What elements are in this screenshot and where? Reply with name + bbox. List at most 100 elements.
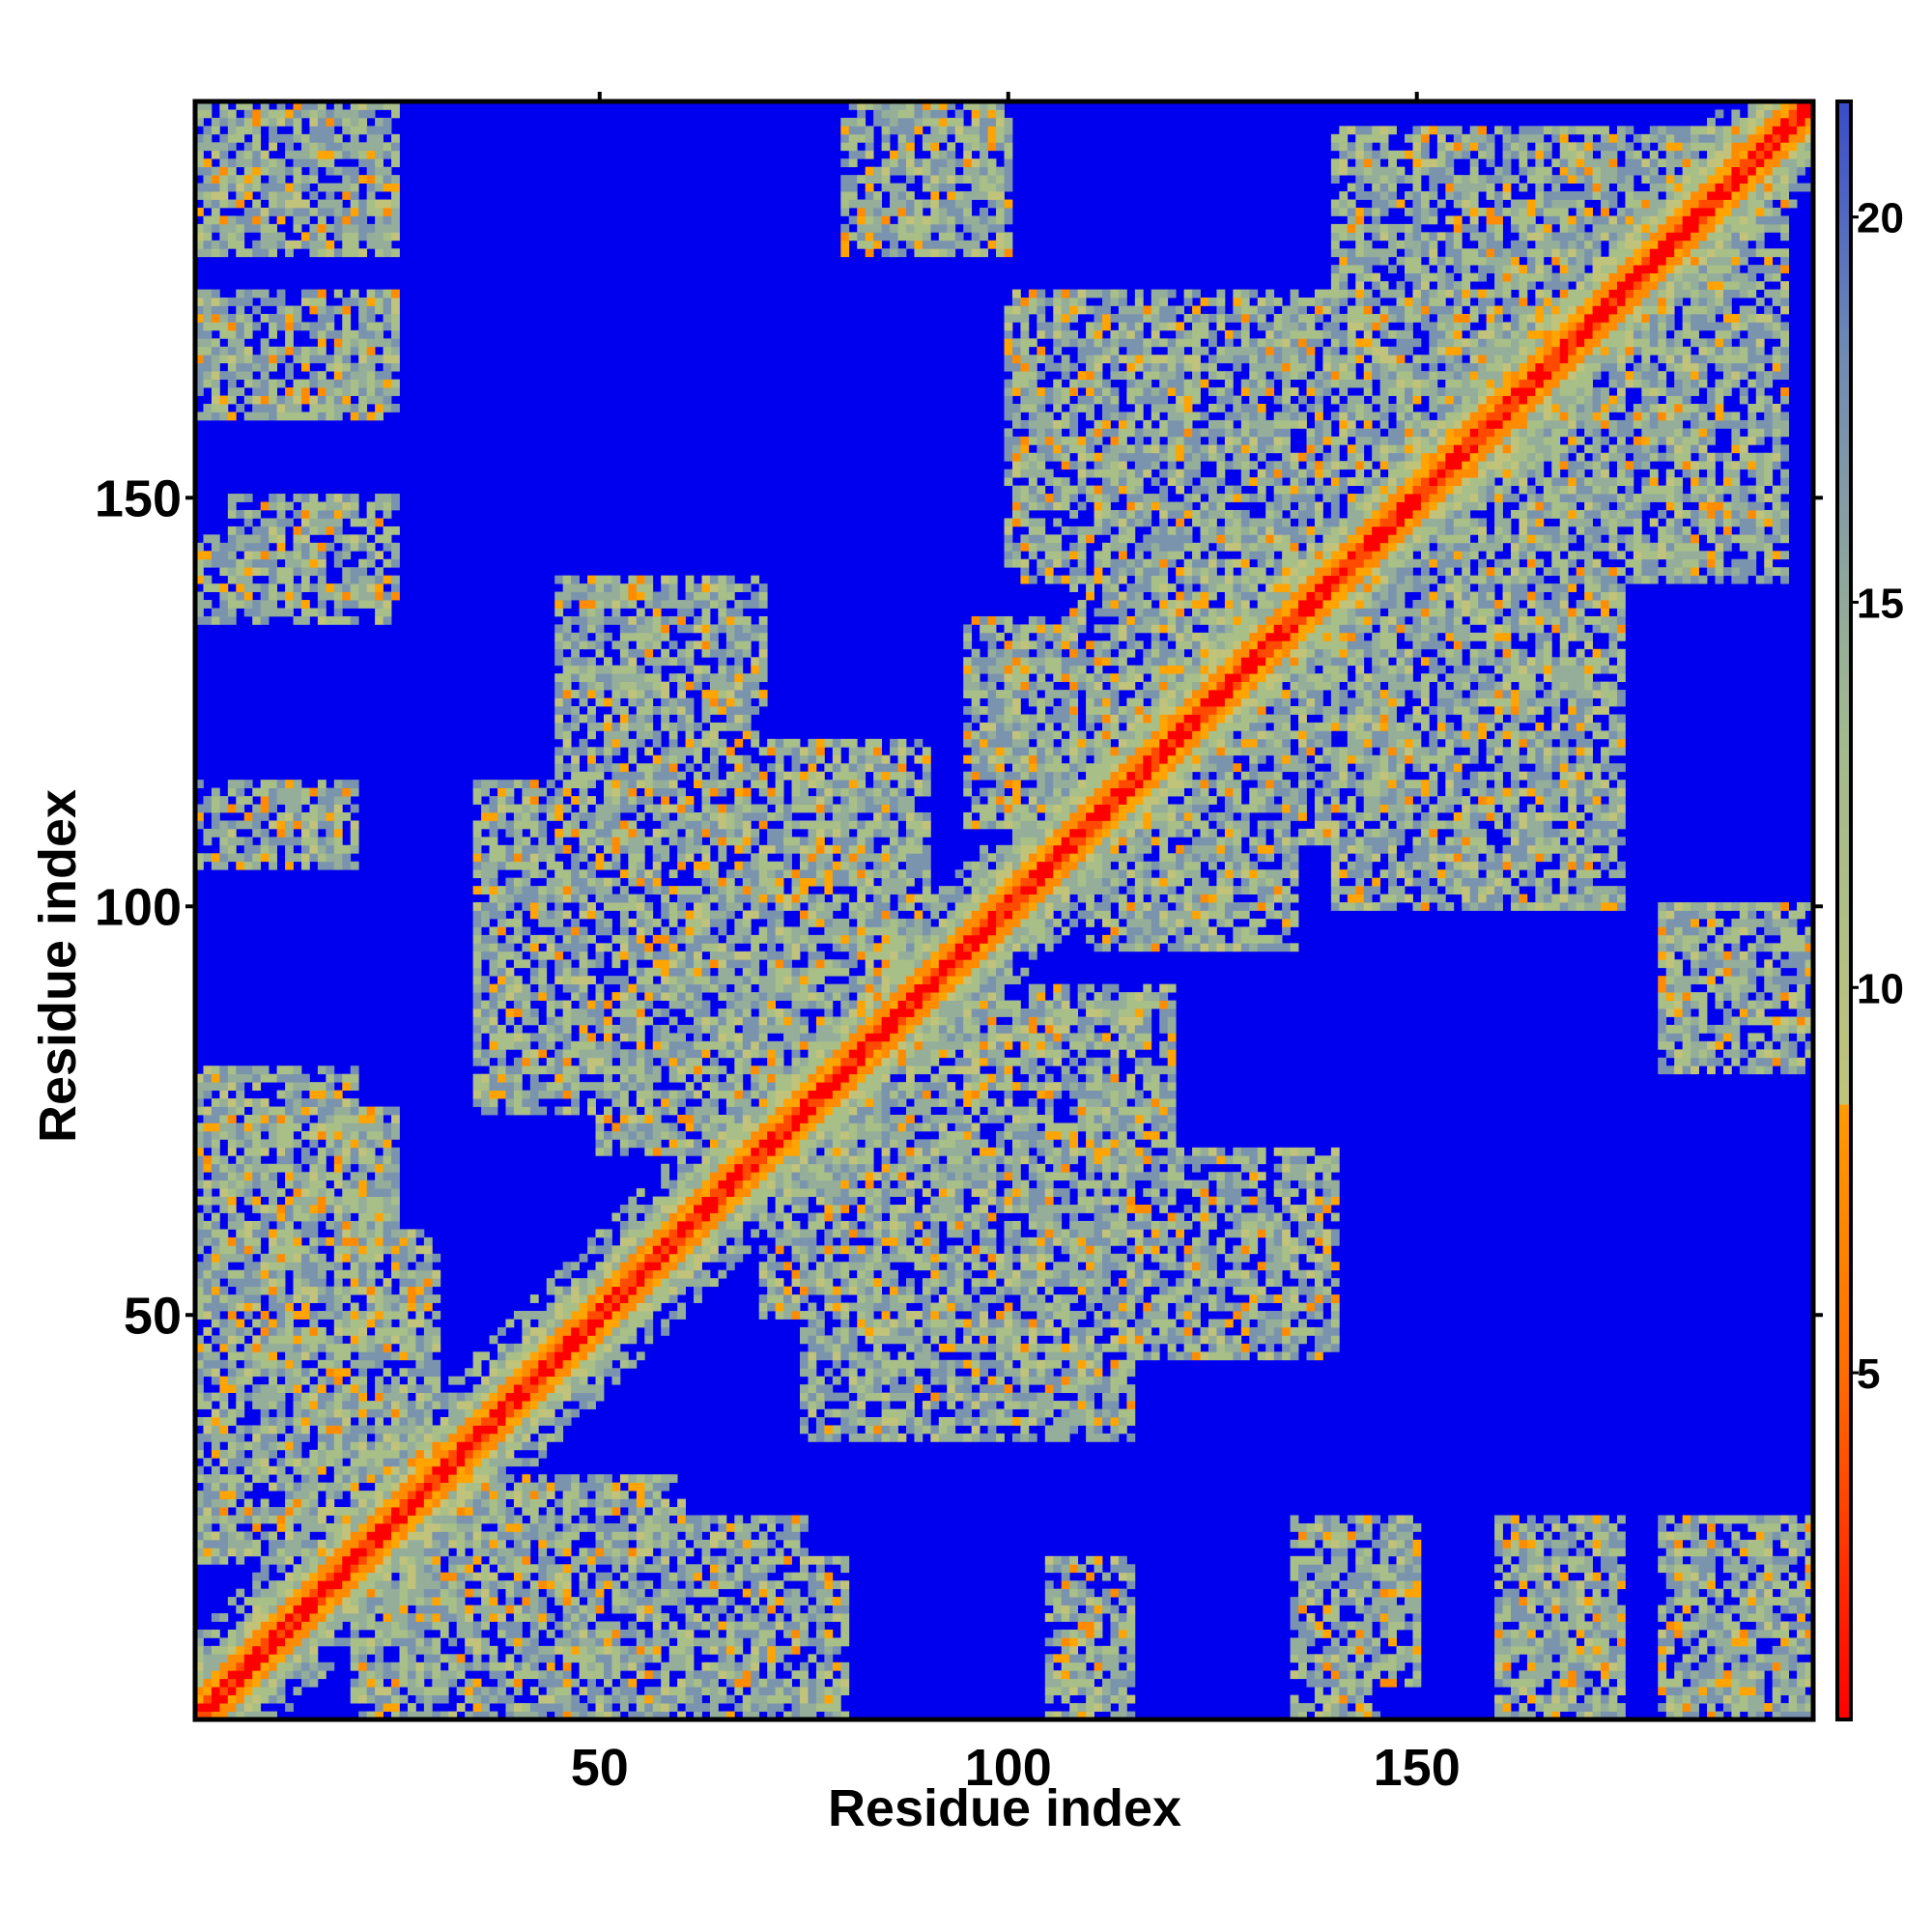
heatmap-cell: [294, 1360, 302, 1369]
heatmap-cell: [816, 1213, 825, 1222]
heatmap-cell: [1307, 1254, 1316, 1263]
heatmap-cell: [988, 1425, 997, 1434]
heatmap-cell: [415, 1523, 424, 1532]
heatmap-cell: [824, 1368, 833, 1377]
heatmap-cell: [1568, 1670, 1577, 1679]
heatmap-cell: [448, 1507, 457, 1516]
heatmap-cell: [1208, 1351, 1234, 1360]
heatmap-cell: [277, 1670, 286, 1679]
heatmap-cell: [547, 1589, 555, 1598]
heatmap-cell: [1764, 1621, 1773, 1630]
heatmap-cell: [342, 1287, 351, 1295]
heatmap-cell: [384, 1613, 392, 1622]
heatmap-cell: [1110, 1605, 1119, 1614]
heatmap-cell: [342, 1450, 351, 1459]
heatmap-cell: [1151, 1351, 1160, 1360]
heatmap-cell: [228, 1351, 244, 1360]
heatmap-cell: [1005, 1368, 1021, 1377]
heatmap-cell: [432, 1662, 440, 1671]
heatmap-cell: [1519, 1548, 1527, 1556]
heatmap-cell: [644, 1540, 653, 1548]
heatmap-cell: [285, 1360, 294, 1369]
heatmap-cell: [637, 1507, 645, 1516]
heatmap-cell: [1780, 1605, 1789, 1614]
heatmap-cell: [1544, 1540, 1552, 1548]
heatmap-cell: [244, 1229, 253, 1237]
heatmap-cell: [1584, 1630, 1593, 1638]
heatmap-cell: [1339, 1687, 1348, 1695]
heatmap-cell: [1511, 1523, 1520, 1532]
heatmap-cell: [367, 1474, 376, 1483]
heatmap-cell: [326, 1425, 342, 1434]
heatmap-cell: [326, 1523, 342, 1532]
heatmap-cell: [849, 1417, 858, 1426]
heatmap-cell: [530, 1621, 539, 1630]
heatmap-cell: [285, 1613, 294, 1622]
heatmap-cell: [701, 1687, 710, 1695]
heatmap-cell: [473, 1589, 482, 1598]
heatmap-cell: [972, 1245, 980, 1254]
heatmap-cell: [596, 1368, 605, 1377]
heatmap-cell: [473, 1384, 490, 1393]
heatmap-cell: [816, 1564, 825, 1573]
heatmap-cell: [734, 1670, 743, 1679]
heatmap-cell: [1593, 1654, 1609, 1662]
heatmap-cell: [808, 1580, 824, 1589]
heatmap-cell: [530, 1327, 547, 1336]
heatmap-cell: [408, 1556, 416, 1565]
heatmap-cell: [947, 1155, 963, 1164]
heatmap-cell: [930, 1229, 939, 1237]
heatmap-cell: [1029, 1197, 1045, 1206]
heatmap-cell: [669, 1531, 678, 1540]
heatmap-cell: [1045, 1287, 1054, 1295]
heatmap-cell: [367, 1556, 384, 1565]
heatmap-cell: [399, 1245, 408, 1254]
heatmap-cell: [824, 1597, 833, 1605]
heatmap-cell: [669, 1188, 678, 1197]
heatmap-cell: [1690, 1646, 1699, 1655]
heatmap-cell: [972, 1319, 980, 1327]
heatmap-cell: [440, 1507, 449, 1516]
heatmap-cell: [759, 1164, 776, 1173]
heatmap-cell: [252, 1670, 261, 1679]
heatmap-cell: [219, 1523, 228, 1532]
heatmap-cell: [620, 1589, 629, 1598]
heatmap-cell: [1208, 1262, 1217, 1270]
heatmap-cell: [833, 1270, 841, 1279]
heatmap-cell: [580, 1687, 588, 1695]
heatmap-cell: [1307, 1303, 1316, 1312]
heatmap-cell: [963, 1393, 972, 1402]
heatmap-cell: [824, 1695, 833, 1704]
heatmap-cell: [890, 1327, 898, 1336]
heatmap-cell: [1584, 1597, 1593, 1605]
heatmap-cell: [309, 1180, 326, 1189]
heatmap-cell: [840, 1564, 849, 1573]
heatmap-cell: [644, 1646, 653, 1655]
heatmap-cell: [571, 1679, 580, 1688]
heatmap-cell: [580, 1287, 588, 1295]
heatmap-cell: [1494, 1531, 1503, 1540]
heatmap-cell: [1519, 1540, 1527, 1548]
heatmap-cell: [767, 1597, 776, 1605]
heatmap-cell: [228, 1597, 237, 1605]
heatmap-cell: [334, 1458, 343, 1466]
heatmap-cell: [1126, 1662, 1135, 1671]
heatmap-cell: [718, 1687, 726, 1695]
heatmap-cell: [571, 1499, 580, 1508]
heatmap-cell: [309, 1573, 318, 1581]
heatmap-cell: [1298, 1245, 1307, 1254]
heatmap-cell: [923, 1425, 931, 1434]
heatmap-cell: [759, 1679, 768, 1688]
heatmap-cell: [824, 1393, 849, 1402]
heatmap-cell: [1216, 1188, 1241, 1197]
heatmap-cell: [751, 1148, 759, 1156]
heatmap-cell: [661, 1548, 686, 1556]
heatmap-cell: [1078, 1589, 1087, 1598]
heatmap-cell: [1322, 1254, 1331, 1263]
heatmap-cell: [432, 1434, 440, 1442]
heatmap-cell: [212, 1311, 220, 1320]
heatmap-cell: [1780, 1703, 1789, 1712]
heatmap-cell: [1258, 1188, 1266, 1197]
heatmap-cell: [1168, 1335, 1184, 1344]
heatmap-cell: [947, 1287, 963, 1295]
